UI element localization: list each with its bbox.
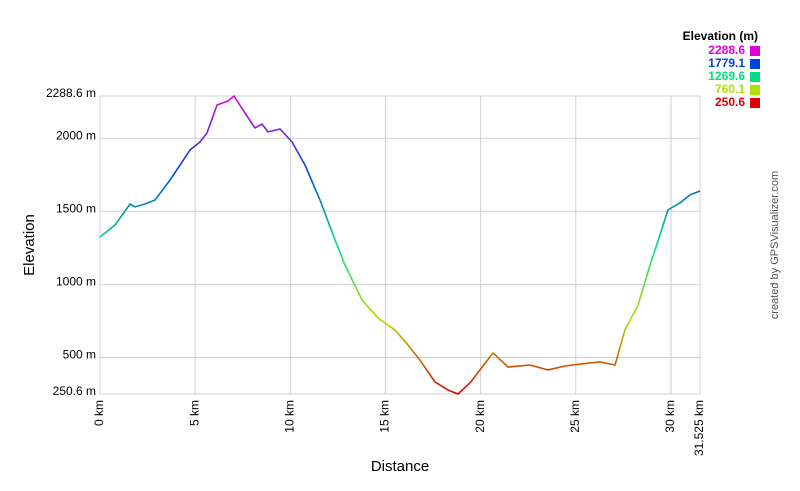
- y-tick-label: 250.6 m: [53, 384, 96, 398]
- y-axis-title: Elevation: [21, 214, 38, 276]
- legend-swatch: [750, 98, 760, 108]
- legend-title: Elevation (m): [683, 29, 758, 43]
- x-axis-title: Distance: [371, 458, 429, 475]
- x-tick-label: 31.525 km: [692, 400, 706, 456]
- legend-label: 250.6: [715, 95, 745, 109]
- legend-swatch: [750, 46, 760, 56]
- legend-label: 2288.6: [708, 43, 745, 57]
- y-tick-label: 2000 m: [56, 128, 96, 142]
- credit: created by GPSVisualizer.com: [769, 171, 781, 319]
- y-tick-label: 2288.6 m: [46, 86, 96, 100]
- x-tick-label: 20 km: [473, 400, 487, 433]
- x-tick-label: 30 km: [663, 400, 677, 433]
- elevation-line: [99, 95, 701, 395]
- x-tick-label: 0 km: [92, 400, 106, 426]
- y-tick-label: 1000 m: [56, 275, 96, 289]
- legend-swatch: [750, 85, 760, 95]
- legend-swatch: [750, 72, 760, 82]
- x-tick-label: 10 km: [282, 400, 296, 433]
- legend-label: 1779.1: [708, 56, 745, 70]
- legend-label: 760.1: [715, 82, 745, 96]
- x-tick-label: 5 km: [187, 400, 201, 426]
- legend-label: 1269.6: [708, 69, 745, 83]
- y-tick-label: 1500 m: [56, 201, 96, 215]
- y-tick-label: 500 m: [63, 348, 96, 362]
- x-tick-label: 25 km: [568, 400, 582, 433]
- legend-swatch: [750, 59, 760, 69]
- x-tick-label: 15 km: [378, 400, 392, 433]
